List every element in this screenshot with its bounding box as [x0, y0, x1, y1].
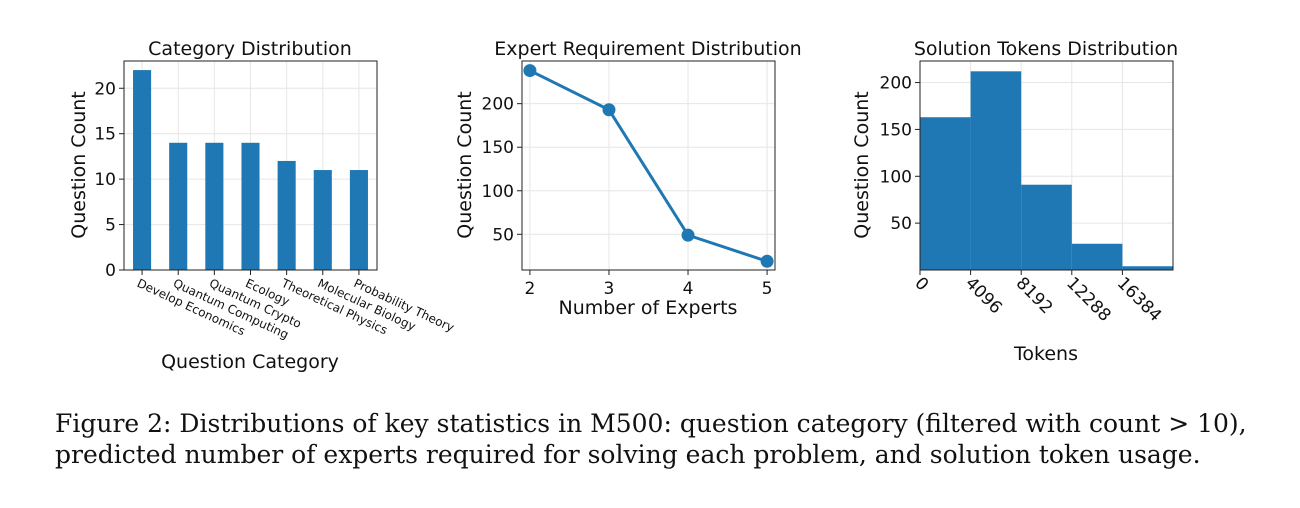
- c3-bar: [920, 117, 971, 270]
- c3-y-label: Question Count: [851, 91, 873, 238]
- c3-x-tick-label: 4096: [961, 273, 1006, 318]
- c3-x-tick-label: 12288: [1062, 273, 1114, 325]
- c3-bar: [1122, 266, 1173, 270]
- c3-plot-frame: [919, 60, 1174, 271]
- c1-y-ticks: 0 5 10 15 20: [94, 79, 124, 281]
- c1-bar: [349, 170, 368, 270]
- c1-y-tick-label: 5: [105, 216, 116, 236]
- c1-x-label: Question Category: [161, 351, 339, 373]
- c1-bars: [133, 70, 368, 270]
- c3-x-label: Tokens: [1013, 343, 1078, 365]
- expert-requirement-chart: 50 100 150 200 2 3 4 5 Expert Requirement Dist…: [454, 38, 802, 319]
- c3-x-tick-label: 16384: [1113, 273, 1165, 325]
- c1-bar: [277, 160, 296, 270]
- c1-y-label: Question Count: [68, 91, 90, 238]
- c2-line: [523, 64, 774, 268]
- c2-y-tick-label: 50: [492, 225, 514, 245]
- c2-x-ticks: 2 3 4 5: [524, 270, 773, 299]
- c3-bars: [920, 71, 1173, 270]
- c2-y-label: Question Count: [454, 91, 476, 238]
- c2-x-tick-label: 2: [524, 279, 535, 299]
- caption-line-2: predicted number of experts required for…: [55, 440, 1201, 469]
- c1-bar: [133, 70, 152, 270]
- c2-x-tick-label: 5: [762, 279, 773, 299]
- c1-y-tick-label: 20: [94, 79, 116, 99]
- c1-bar: [313, 170, 332, 270]
- c2-y-ticks: 50 100 150 200: [482, 95, 522, 245]
- c2-point: [681, 228, 695, 242]
- c1-bar: [169, 142, 188, 270]
- figure-caption: Figure 2: Distributions of key statistic…: [55, 408, 1275, 470]
- c3-bar: [970, 71, 1022, 270]
- c2-series-line: [529, 69, 768, 263]
- c3-bar: [1021, 184, 1072, 270]
- c3-y-tick-label: 100: [880, 167, 912, 187]
- c2-point: [602, 103, 616, 117]
- c3-title: Solution Tokens Distribution: [914, 38, 1178, 60]
- c3-y-tick-label: 200: [880, 74, 912, 94]
- c3-y-tick-label: 150: [880, 120, 912, 140]
- c2-point: [523, 64, 537, 78]
- c2-y-tick-label: 100: [482, 182, 514, 202]
- c1-bar: [205, 142, 224, 270]
- c1-y-tick-label: 0: [105, 261, 116, 281]
- c1-title: Category Distribution: [148, 38, 352, 60]
- c2-point: [760, 254, 774, 268]
- c3-y-tick-label: 50: [890, 214, 912, 234]
- c1-y-tick-label: 10: [94, 170, 116, 190]
- c1-y-tick-label: 15: [94, 125, 116, 145]
- c2-y-tick-label: 150: [482, 138, 514, 158]
- c2-plot-frame: [521, 60, 776, 271]
- c2-x-label: Number of Experts: [559, 297, 738, 319]
- c2-grid: [522, 61, 775, 270]
- c3-x-tick-label: 8192: [1012, 273, 1057, 318]
- c2-x-tick-label: 4: [683, 279, 694, 299]
- caption-line-1: Figure 2: Distributions of key statistic…: [55, 409, 1247, 438]
- c3-y-ticks: 50 100 150 200: [880, 74, 920, 234]
- c3-x-tick-label: 0: [910, 273, 932, 295]
- c2-title: Expert Requirement Distribution: [494, 38, 801, 60]
- c2-x-tick-label: 3: [604, 279, 615, 299]
- c3-bar: [1071, 243, 1123, 270]
- c2-y-tick-label: 200: [482, 95, 514, 115]
- c1-bar: [241, 142, 260, 270]
